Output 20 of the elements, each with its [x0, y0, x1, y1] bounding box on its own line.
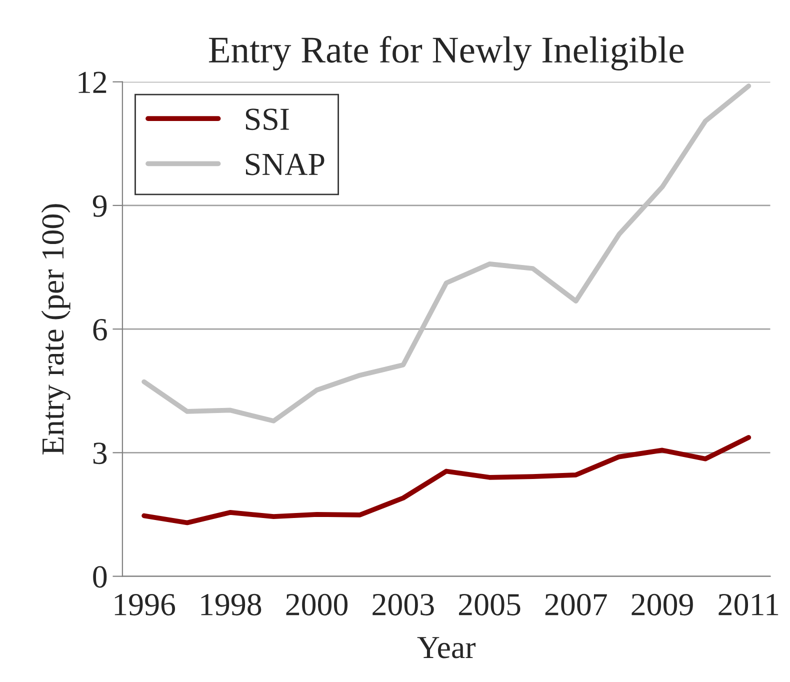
y-tick-label: 0	[93, 566, 107, 588]
legend-label: SSI	[246, 108, 289, 130]
y-tick-label: 6	[93, 318, 107, 340]
legend-label: SNAP	[246, 154, 324, 176]
y-axis-title: Entry rate (per 100)	[41, 204, 70, 455]
x-tick-label: 2009	[632, 594, 693, 616]
x-axis-title: Year	[417, 637, 476, 658]
y-tick-label: 9	[92, 195, 107, 217]
y-tick-label: 12	[78, 72, 106, 93]
chart-title: Entry Rate for Newly Ineligible	[208, 36, 684, 70]
y-tick-label: 3	[93, 442, 107, 464]
x-tick-label: 2003	[372, 594, 434, 616]
x-tick-label: 2005	[458, 594, 520, 616]
line-series	[142, 84, 752, 424]
line-series	[142, 435, 752, 526]
x-tick-label: 1998	[201, 594, 262, 616]
x-tick-label: 2007	[545, 594, 607, 616]
x-tick-label: 2011	[718, 594, 778, 616]
x-tick-label: 1996	[114, 594, 176, 616]
x-tick-label: 2000	[286, 594, 348, 616]
